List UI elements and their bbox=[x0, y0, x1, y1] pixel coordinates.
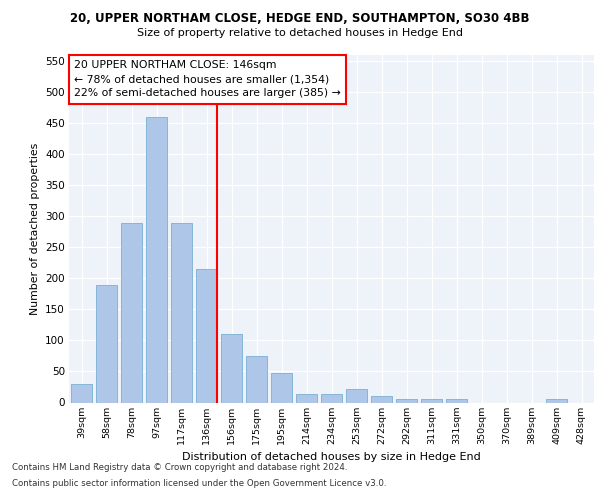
Bar bbox=[146, 117, 167, 403]
Bar bbox=[446, 399, 467, 402]
Text: 20 UPPER NORTHAM CLOSE: 146sqm
← 78% of detached houses are smaller (1,354)
22% : 20 UPPER NORTHAM CLOSE: 146sqm ← 78% of … bbox=[74, 60, 341, 98]
Bar bbox=[221, 334, 242, 402]
Y-axis label: Number of detached properties: Number of detached properties bbox=[29, 142, 40, 315]
Bar bbox=[371, 396, 392, 402]
Bar bbox=[171, 222, 192, 402]
Text: Size of property relative to detached houses in Hedge End: Size of property relative to detached ho… bbox=[137, 28, 463, 38]
Bar bbox=[196, 269, 217, 402]
Text: 20, UPPER NORTHAM CLOSE, HEDGE END, SOUTHAMPTON, SO30 4BB: 20, UPPER NORTHAM CLOSE, HEDGE END, SOUT… bbox=[70, 12, 530, 26]
Bar bbox=[71, 384, 92, 402]
X-axis label: Distribution of detached houses by size in Hedge End: Distribution of detached houses by size … bbox=[182, 452, 481, 462]
Text: Contains HM Land Registry data © Crown copyright and database right 2024.: Contains HM Land Registry data © Crown c… bbox=[12, 464, 347, 472]
Bar bbox=[246, 356, 267, 403]
Bar bbox=[321, 394, 342, 402]
Bar bbox=[346, 389, 367, 402]
Bar bbox=[421, 400, 442, 402]
Bar bbox=[546, 400, 567, 402]
Bar bbox=[296, 394, 317, 402]
Bar bbox=[271, 374, 292, 402]
Bar bbox=[96, 284, 117, 403]
Bar bbox=[121, 222, 142, 402]
Text: Contains public sector information licensed under the Open Government Licence v3: Contains public sector information licen… bbox=[12, 478, 386, 488]
Bar bbox=[396, 400, 417, 402]
